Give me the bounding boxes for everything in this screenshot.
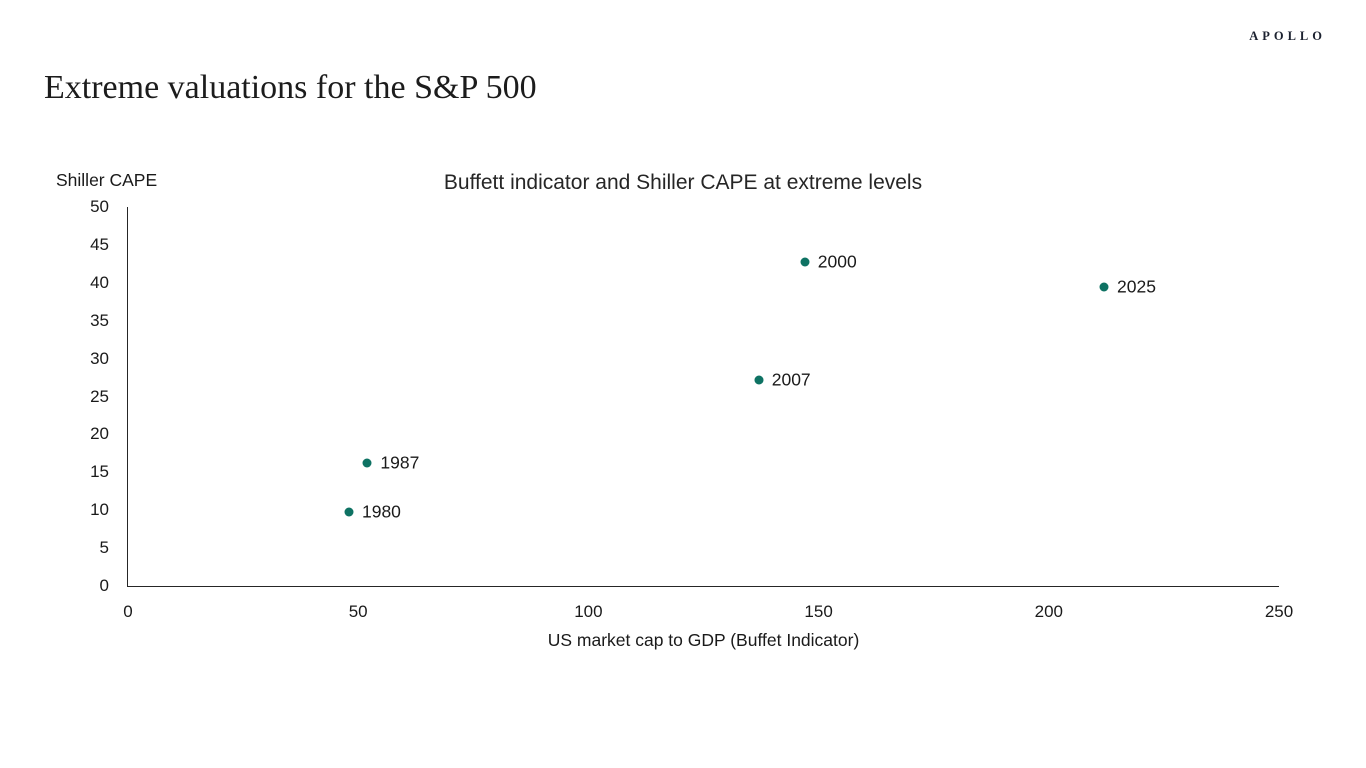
x-tick-label: 100 xyxy=(574,602,603,621)
y-tick-label: 15 xyxy=(90,462,109,482)
data-point-dot xyxy=(1099,282,1109,292)
data-point-dot xyxy=(344,507,354,517)
chart-title: Buffett indicator and Shiller CAPE at ex… xyxy=(443,171,923,194)
data-point-dot xyxy=(800,257,810,267)
x-axis-title: US market cap to GDP (Buffet Indicator) xyxy=(547,630,860,650)
data-point-label: 1987 xyxy=(380,452,420,473)
x-tick-label: 50 xyxy=(348,602,368,621)
x-tick-label: 250 xyxy=(1264,602,1294,621)
data-point-label: 2000 xyxy=(817,251,857,272)
x-tick-label: 150 xyxy=(804,602,833,621)
data-point-label: 1980 xyxy=(361,501,401,522)
data-point-label: 2025 xyxy=(1117,276,1156,297)
x-tick-label: 200 xyxy=(1034,602,1063,621)
data-point-label: 2007 xyxy=(771,369,811,390)
y-tick-label: 45 xyxy=(90,234,109,254)
apollo-logo: APOLLO xyxy=(1249,29,1326,43)
y-tick-label: 30 xyxy=(90,348,109,368)
data-point-dot xyxy=(754,375,764,385)
data-point-dot xyxy=(362,458,372,468)
y-tick-label: 40 xyxy=(90,272,109,292)
y-axis-title: Shiller CAPE xyxy=(56,170,158,190)
y-tick-label: 0 xyxy=(99,576,109,595)
x-tick-label: 0 xyxy=(123,602,133,621)
y-tick-label: 10 xyxy=(90,500,109,520)
y-tick-label: 50 xyxy=(90,197,109,216)
y-tick-label: 5 xyxy=(99,538,109,558)
page-title: Extreme valuations for the S&P 500 xyxy=(44,68,537,106)
plot-area: US market cap to GDP (Buffet Indicator) … xyxy=(90,197,1293,650)
y-tick-label: 35 xyxy=(90,310,109,330)
y-tick-label: 20 xyxy=(90,424,109,444)
y-tick-label: 25 xyxy=(90,386,109,406)
